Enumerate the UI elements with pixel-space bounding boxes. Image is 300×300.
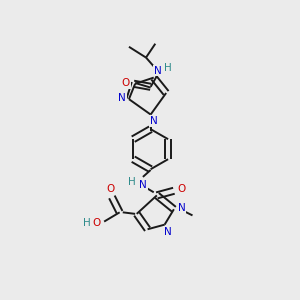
Text: N: N [150, 116, 158, 126]
Text: O: O [122, 78, 130, 88]
Text: N: N [139, 180, 147, 190]
Text: O: O [178, 184, 186, 194]
Text: N: N [164, 226, 172, 237]
Text: H: H [164, 63, 172, 73]
Text: O: O [106, 184, 115, 194]
Text: N: N [178, 203, 185, 213]
Text: N: N [118, 93, 126, 103]
Text: O: O [92, 218, 101, 228]
Text: H: H [83, 218, 91, 228]
Text: H: H [128, 176, 136, 187]
Text: N: N [154, 66, 161, 76]
